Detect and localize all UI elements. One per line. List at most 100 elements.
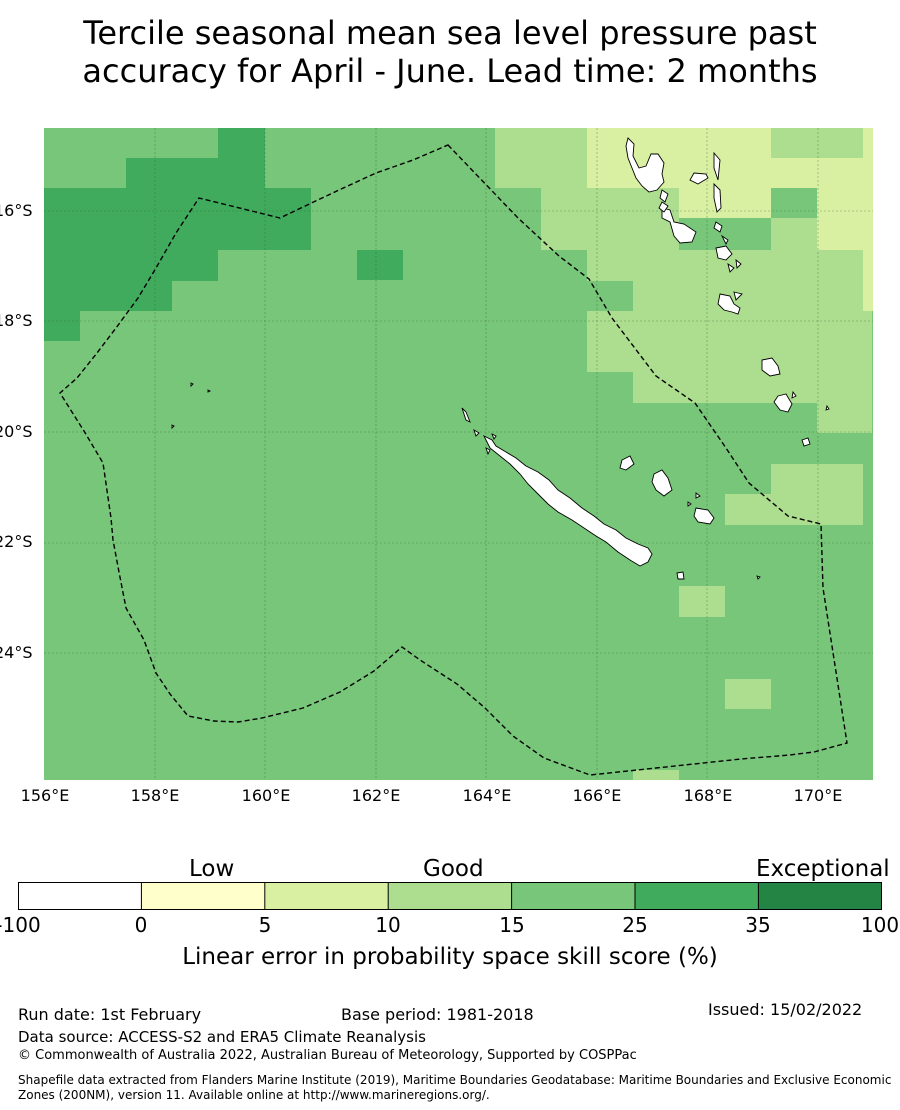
issued-date: Issued: 15/02/2022 — [708, 1000, 863, 1019]
colorbar-tick: 100 — [860, 913, 900, 937]
island — [773, 393, 793, 413]
lon-label-158e: 158°E — [130, 786, 180, 805]
grid-cell — [679, 188, 771, 218]
island — [756, 575, 761, 580]
lat-label-20s: 20°S — [0, 422, 33, 441]
island — [658, 201, 669, 213]
grid-cell — [495, 128, 587, 188]
grid-cell — [357, 250, 403, 280]
colorbar-segment — [264, 882, 389, 910]
colorbar-category-exceptional: Exceptional — [756, 856, 890, 882]
grid-cell — [541, 188, 587, 250]
run-date: Run date: 1st February — [18, 1005, 202, 1024]
grid-cell — [725, 494, 863, 525]
lon-label-170e: 170°E — [793, 786, 843, 805]
lat-label-22s: 22°S — [0, 532, 33, 551]
skill-grid-cells — [44, 128, 873, 780]
grid-cell — [771, 218, 817, 250]
island — [619, 455, 635, 471]
island — [791, 390, 797, 399]
grid-cell — [679, 586, 725, 617]
colorbar-segment — [18, 882, 142, 910]
colorbar-tick: 0 — [134, 913, 148, 937]
island — [651, 469, 673, 497]
lon-label-166e: 166°E — [572, 786, 622, 805]
island — [171, 424, 175, 430]
colorbar-tick: -100 — [0, 913, 41, 937]
colorbar-tick: 35 — [745, 913, 771, 937]
grid-cell — [771, 128, 863, 158]
title-line-2: accuracy for April - June. Lead time: 2 … — [82, 52, 818, 90]
grid-cell — [126, 158, 265, 188]
colorbar-segment — [758, 882, 882, 910]
island — [693, 507, 715, 525]
grid-cell — [863, 128, 873, 311]
colorbar-tick: 5 — [258, 913, 272, 937]
colorbar-segment — [141, 882, 265, 910]
island — [625, 137, 665, 193]
island — [713, 221, 723, 233]
lon-label-156e: 156°E — [20, 786, 70, 805]
island — [485, 447, 491, 456]
coastlines — [171, 137, 830, 580]
island — [482, 434, 653, 567]
grid-cell — [587, 128, 771, 158]
island — [727, 262, 735, 273]
island — [825, 404, 830, 411]
chart-title: Tercile seasonal mean sea level pressure… — [0, 14, 900, 90]
colorbar-segment — [388, 882, 512, 910]
grid-cell — [44, 250, 218, 281]
grid-cell — [725, 679, 771, 709]
island — [473, 428, 480, 437]
title-line-1: Tercile seasonal mean sea level pressure… — [83, 14, 817, 52]
island — [461, 407, 471, 423]
grid-cell — [633, 770, 679, 780]
colorbar — [18, 882, 882, 910]
island — [801, 437, 811, 447]
grid-cell — [587, 311, 872, 342]
colorbar-label: Linear error in probability space skill … — [182, 944, 718, 970]
colorbar-tick: 10 — [375, 913, 401, 937]
island — [713, 151, 721, 181]
island — [207, 389, 212, 393]
lon-label-168e: 168°E — [683, 786, 733, 805]
grid-cell — [771, 464, 863, 494]
grid-cell — [44, 311, 80, 341]
lat-label-24s: 24°S — [0, 643, 33, 662]
island — [720, 234, 729, 246]
grid-cell — [817, 403, 872, 433]
colorbar-segment — [635, 882, 759, 910]
grid-cell — [44, 281, 172, 311]
skill-map — [44, 128, 873, 780]
island — [676, 571, 685, 580]
lon-label-160e: 160°E — [241, 786, 291, 805]
colorbar-segment — [511, 882, 635, 910]
eez-boundary — [59, 144, 848, 776]
graticule — [44, 128, 873, 780]
colorbar-tick: 15 — [499, 913, 525, 937]
island — [190, 382, 194, 388]
island — [689, 172, 709, 185]
island — [733, 291, 743, 301]
map-canvas — [44, 128, 873, 780]
colorbar-category-low: Low — [189, 856, 235, 882]
colorbar-category-good: Good — [423, 856, 484, 882]
grid-cell — [587, 342, 872, 372]
island — [761, 357, 781, 377]
island — [695, 492, 701, 499]
grid-cell — [44, 188, 311, 250]
grid-cell — [633, 372, 872, 403]
island — [491, 433, 497, 440]
island — [687, 501, 692, 507]
lat-label-16s: 16°S — [0, 201, 33, 220]
data-source: Data source: ACCESS-S2 and ERA5 Climate … — [18, 1028, 426, 1046]
copyright: © Commonwealth of Australia 2022, Austra… — [18, 1048, 637, 1063]
shapefile-credit: Shapefile data extracted from Flanders M… — [18, 1073, 892, 1102]
grid-cell — [817, 188, 863, 250]
grid-cell — [218, 128, 265, 158]
island — [659, 189, 669, 203]
base-period: Base period: 1981-2018 — [341, 1005, 534, 1024]
lat-label-18s: 18°S — [0, 311, 33, 330]
island — [661, 207, 697, 244]
island — [715, 245, 733, 261]
